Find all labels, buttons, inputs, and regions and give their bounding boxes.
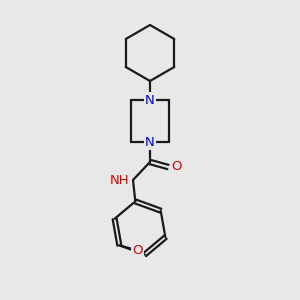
Text: N: N — [145, 136, 155, 148]
Text: NH: NH — [110, 173, 129, 187]
Text: N: N — [145, 94, 155, 106]
Text: O: O — [132, 244, 142, 257]
Text: O: O — [171, 160, 181, 173]
